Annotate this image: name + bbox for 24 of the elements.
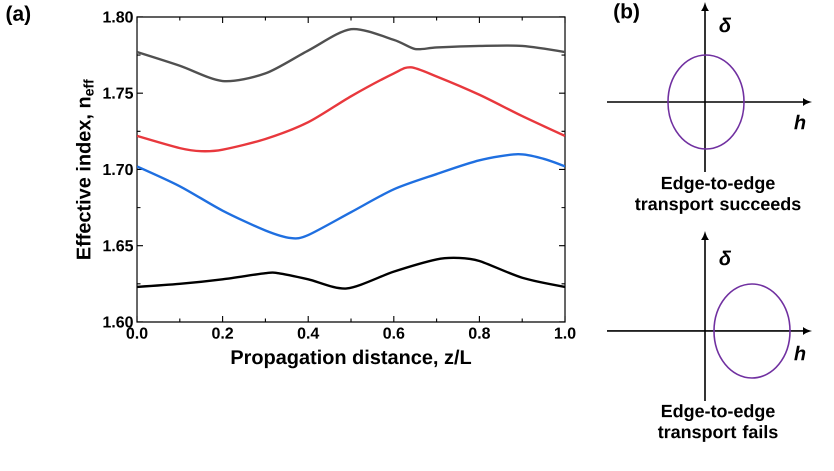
y-axis-title: Effective index, n$_{eff}$ xyxy=(76,79,94,259)
x-tick-label: 1.0 xyxy=(554,328,576,339)
y-tick-label: 1.60 xyxy=(103,316,133,328)
text: Edge-to-edge transport succeeds xyxy=(635,176,800,214)
text: Edge-to-edge transport fails xyxy=(658,404,778,442)
text: h xyxy=(794,346,806,360)
text: (a) xyxy=(6,6,30,26)
text: h xyxy=(794,114,806,130)
x-tick-label: 0.2 xyxy=(212,328,234,339)
x-tick-label: 0.8 xyxy=(468,328,490,339)
x-tick-label: 0.0 xyxy=(126,328,148,339)
y-tick-label: 1.80 xyxy=(103,11,133,23)
text: (b) xyxy=(614,3,639,23)
x-tick-label: 0.4 xyxy=(298,328,320,339)
text: δ xyxy=(719,18,732,32)
line-series xyxy=(137,66,566,152)
x-axis-title: Propagation distance, z/L xyxy=(232,350,472,368)
y-tick-label: 1.70 xyxy=(103,164,133,176)
text: δ xyxy=(719,250,732,266)
y-tick-label: 1.65 xyxy=(103,240,134,252)
y-tick-label: 1.75 xyxy=(103,88,134,99)
line-series xyxy=(137,28,566,82)
line-series xyxy=(137,153,566,240)
x-tick-label: 0.6 xyxy=(383,328,404,339)
